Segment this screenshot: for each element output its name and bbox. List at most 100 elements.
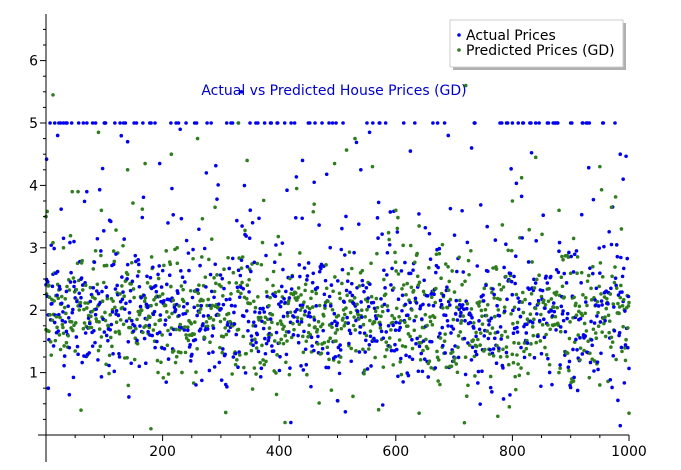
predicted-price-point [427, 359, 432, 364]
predicted-price-point [60, 322, 65, 327]
predicted-price-point [132, 357, 137, 362]
predicted-price-point [103, 318, 108, 323]
predicted-price-point [403, 320, 407, 325]
predicted-price-point [365, 307, 369, 312]
predicted-price-point [413, 260, 417, 265]
actual-price-point [522, 355, 527, 360]
actual-price-point [578, 336, 582, 340]
predicted-price-point [261, 198, 266, 203]
actual-price-point [229, 303, 234, 308]
actual-price-point [592, 369, 596, 373]
predicted-price-point [88, 285, 93, 290]
predicted-price-point [394, 208, 398, 213]
actual-price-point [299, 364, 303, 368]
predicted-price-point [390, 320, 395, 325]
actual-price-point [306, 261, 311, 265]
predicted-price-point [127, 316, 132, 321]
actual-price-point [242, 314, 246, 319]
actual-price-point [71, 307, 75, 312]
actual-price-point [195, 313, 199, 318]
predicted-price-point [526, 371, 530, 376]
actual-price-point [270, 344, 274, 348]
actual-price-point [137, 364, 142, 369]
actual-price-point [184, 238, 189, 243]
actual-price-point [274, 243, 278, 247]
actual-price-point [167, 273, 172, 278]
actual-price-point [559, 304, 564, 309]
actual-price-point [620, 274, 625, 279]
actual-price-point [193, 338, 198, 342]
predicted-price-point [307, 306, 312, 311]
predicted-price-point [613, 195, 618, 199]
predicted-price-point [531, 333, 536, 338]
predicted-price-point [466, 383, 470, 388]
predicted-price-point [310, 305, 315, 309]
actual-price-point [542, 335, 547, 340]
predicted-price-point [342, 324, 347, 328]
predicted-price-point [566, 255, 571, 259]
predicted-price-point [362, 371, 366, 376]
actual-price-point [67, 392, 72, 397]
predicted-price-point [165, 310, 169, 314]
actual-price-point [146, 329, 150, 334]
predicted-price-point [197, 310, 202, 315]
actual-price-point [217, 360, 222, 365]
predicted-price-point [297, 322, 302, 327]
actual-price-point [246, 328, 250, 333]
actual-price-point [399, 356, 403, 361]
predicted-price-point [457, 298, 462, 303]
actual-price-point [519, 345, 523, 350]
actual-price-point [148, 275, 153, 280]
predicted-price-point [177, 304, 181, 308]
predicted-price-point [98, 344, 103, 349]
actual-price-point [526, 260, 531, 264]
predicted-price-point [99, 335, 104, 339]
predicted-price-point [57, 333, 62, 337]
predicted-price-point [568, 320, 572, 324]
predicted-price-point [304, 339, 309, 344]
actual-price-point [88, 299, 93, 304]
actual-price-point [463, 372, 468, 377]
actual-price-point [382, 302, 387, 307]
predicted-price-point [305, 372, 309, 377]
actual-price-point [253, 324, 258, 328]
predicted-price-point [287, 372, 292, 377]
predicted-price-point [336, 313, 341, 318]
actual-price-point [190, 352, 194, 357]
predicted-price-point [606, 313, 611, 318]
actual-price-point [251, 343, 255, 348]
actual-price-point [111, 262, 116, 267]
actual-price-point [618, 152, 623, 156]
predicted-price-point [557, 208, 561, 213]
actual-price-point [380, 403, 385, 407]
actual-price-point [151, 265, 155, 270]
actual-price-point [400, 308, 404, 313]
predicted-price-point [562, 295, 567, 299]
predicted-price-point [610, 274, 614, 279]
predicted-price-point [579, 270, 584, 275]
actual-price-point [446, 324, 450, 328]
predicted-price-point [195, 347, 199, 351]
actual-price-point [478, 402, 482, 406]
actual-price-point [619, 255, 623, 260]
actual-price-point [453, 312, 458, 316]
actual-price-point [588, 266, 592, 270]
actual-price-point [326, 365, 331, 370]
predicted-price-point [527, 352, 532, 357]
predicted-price-point [484, 313, 489, 318]
predicted-price-point [598, 261, 603, 265]
actual-price-point [305, 278, 309, 282]
actual-price-point [147, 121, 152, 125]
actual-price-point [584, 300, 588, 304]
actual-price-point [365, 367, 370, 371]
actual-price-point [158, 330, 162, 335]
actual-price-point [241, 286, 246, 291]
actual-price-point [480, 369, 484, 374]
actual-price-point [67, 345, 72, 350]
predicted-price-point [351, 394, 355, 399]
actual-price-point [59, 301, 64, 306]
actual-price-point [562, 271, 567, 276]
predicted-price-point [107, 353, 112, 358]
predicted-price-point [528, 312, 533, 316]
predicted-price-point [583, 311, 588, 316]
